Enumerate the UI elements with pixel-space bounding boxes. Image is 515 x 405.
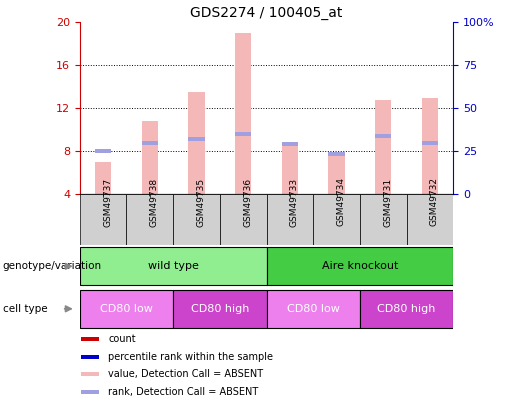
Bar xyxy=(81,355,99,358)
Text: GSM49734: GSM49734 xyxy=(336,177,346,226)
Bar xyxy=(375,100,391,194)
Bar xyxy=(80,247,267,286)
Bar xyxy=(235,33,251,194)
Text: CD80 low: CD80 low xyxy=(287,304,339,314)
Bar xyxy=(81,373,99,376)
Text: count: count xyxy=(108,334,136,344)
Text: GSM49732: GSM49732 xyxy=(430,177,439,226)
Bar xyxy=(282,144,298,194)
Bar xyxy=(313,194,360,245)
Bar xyxy=(422,98,438,194)
Text: wild type: wild type xyxy=(148,261,199,271)
Bar xyxy=(375,134,391,138)
Text: percentile rank within the sample: percentile rank within the sample xyxy=(108,352,273,362)
Text: Aire knockout: Aire knockout xyxy=(322,261,398,271)
Text: GSM49736: GSM49736 xyxy=(243,177,252,226)
Bar xyxy=(188,92,204,194)
Text: GSM49731: GSM49731 xyxy=(383,177,392,226)
Bar xyxy=(360,290,453,328)
Bar xyxy=(406,194,453,245)
Bar xyxy=(267,290,360,328)
Bar xyxy=(95,149,111,153)
Text: GSM49735: GSM49735 xyxy=(197,177,205,226)
Bar xyxy=(142,141,158,145)
Bar xyxy=(188,137,204,141)
Bar xyxy=(267,194,313,245)
Bar xyxy=(282,142,298,146)
Text: value, Detection Call = ABSENT: value, Detection Call = ABSENT xyxy=(108,369,264,379)
Bar xyxy=(95,162,111,194)
Text: GSM49738: GSM49738 xyxy=(150,177,159,226)
Bar xyxy=(81,337,99,341)
Bar xyxy=(329,156,345,194)
Bar xyxy=(142,121,158,194)
Bar xyxy=(220,194,267,245)
Bar xyxy=(80,194,127,245)
Bar xyxy=(360,194,406,245)
Text: cell type: cell type xyxy=(3,304,47,314)
Bar xyxy=(422,141,438,145)
Bar xyxy=(80,290,173,328)
Text: CD80 high: CD80 high xyxy=(377,304,436,314)
Text: rank, Detection Call = ABSENT: rank, Detection Call = ABSENT xyxy=(108,387,259,397)
Title: GDS2274 / 100405_at: GDS2274 / 100405_at xyxy=(191,6,342,20)
Bar xyxy=(81,390,99,394)
Bar xyxy=(235,132,251,136)
Bar xyxy=(173,290,267,328)
Text: CD80 low: CD80 low xyxy=(100,304,153,314)
Bar xyxy=(173,194,220,245)
Bar xyxy=(329,153,345,156)
Bar xyxy=(127,194,173,245)
Text: GSM49737: GSM49737 xyxy=(103,177,112,226)
Bar xyxy=(267,247,453,286)
Text: CD80 high: CD80 high xyxy=(191,304,249,314)
Text: genotype/variation: genotype/variation xyxy=(3,261,101,271)
Text: GSM49733: GSM49733 xyxy=(290,177,299,226)
